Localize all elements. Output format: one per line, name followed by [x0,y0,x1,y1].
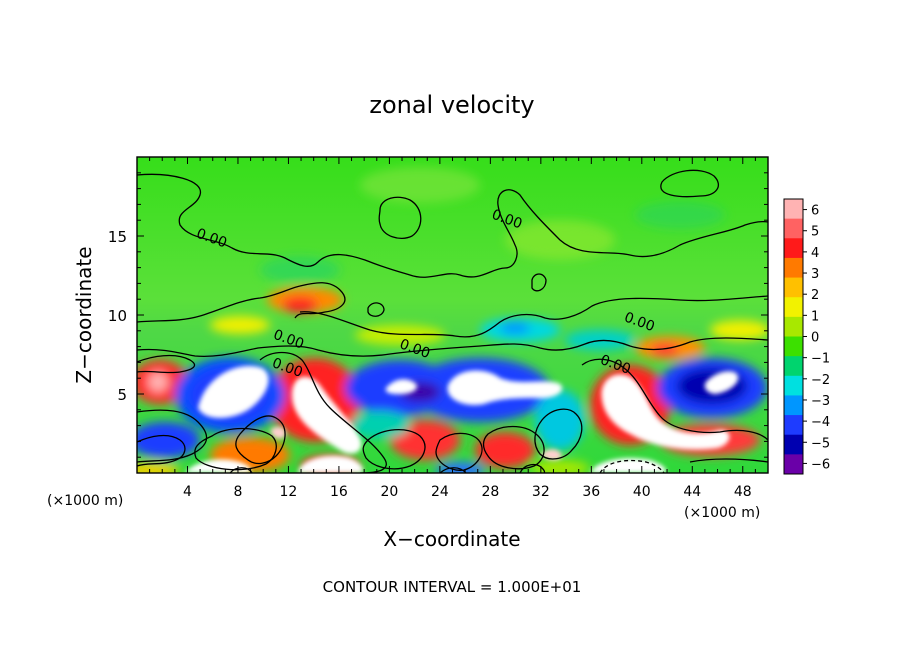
colorbar-swatch [784,277,803,298]
colorbar-swatch [784,257,803,279]
colorbar-label: 5 [811,225,819,240]
x-tick-label: 20 [380,484,398,500]
x-tick-label: 40 [633,484,651,500]
colorbar-label: −2 [811,373,830,388]
y-tick-label: 10 [108,307,127,325]
x-axis-ticks: 4 8 12 16 20 24 28 32 36 40 44 48 [149,157,756,500]
x-unit-right: (×1000 m) [684,505,760,521]
colorbar-label: −6 [811,457,830,472]
colorbar-label: 6 [811,204,819,219]
x-axis-label: X−coordinate [383,527,520,551]
colorbar-label: −1 [811,352,830,367]
x-tick-label: 24 [431,484,449,500]
colorbar-swatch [784,199,803,220]
colorbar-swatch [784,395,803,416]
x-tick-label: 36 [582,484,600,500]
colorbar-label: −5 [811,436,830,451]
colorbar-swatch [784,454,803,475]
colorbar-label: 0 [811,331,819,346]
x-tick-label: 12 [280,484,298,500]
y-tick-label: 5 [117,386,127,404]
x-tick-label: 32 [532,484,550,500]
contour-lines [137,169,768,473]
colorbar-label: 4 [811,246,819,261]
colorbar-swatch [784,316,803,337]
x-tick-label: 28 [481,484,499,500]
colorbar: 6 5 4 3 2 1 0 −1 −2 −3 −4 −5 −6 [783,198,830,475]
x-tick-label: 8 [233,484,242,500]
y-axis-label: Z−coordinate [72,246,96,383]
y-tick-label: 15 [108,228,127,246]
x-tick-label: 16 [330,484,348,500]
colorbar-swatch [784,415,803,436]
y-axis-ticks: 5 10 15 [108,172,768,458]
colorbar-label: 3 [811,267,819,282]
colorbar-label: 1 [811,309,819,324]
colorbar-swatch [784,218,803,239]
plot-area: 0.000.000.000.000.000.000.00 [137,157,768,473]
colorbar-label: 2 [811,288,819,303]
colour-field-cores [185,365,739,473]
colorbar-swatch [784,356,803,377]
colorbar-label: −3 [811,394,830,409]
x-tick-label: 4 [183,484,192,500]
x-tick-label: 48 [734,484,752,500]
colorbar-swatch [784,297,803,318]
x-unit-left: (×1000 m) [47,493,123,509]
colorbar-swatch [784,238,803,259]
footer-contour-interval: CONTOUR INTERVAL = 1.000E+01 [323,578,582,596]
chart-title: zonal velocity [369,91,534,119]
colorbar-swatch [784,336,803,357]
colorbar-swatch [784,434,803,455]
colorbar-label: −4 [811,415,830,430]
x-tick-label: 44 [683,484,701,500]
colorbar-swatch [784,375,803,396]
